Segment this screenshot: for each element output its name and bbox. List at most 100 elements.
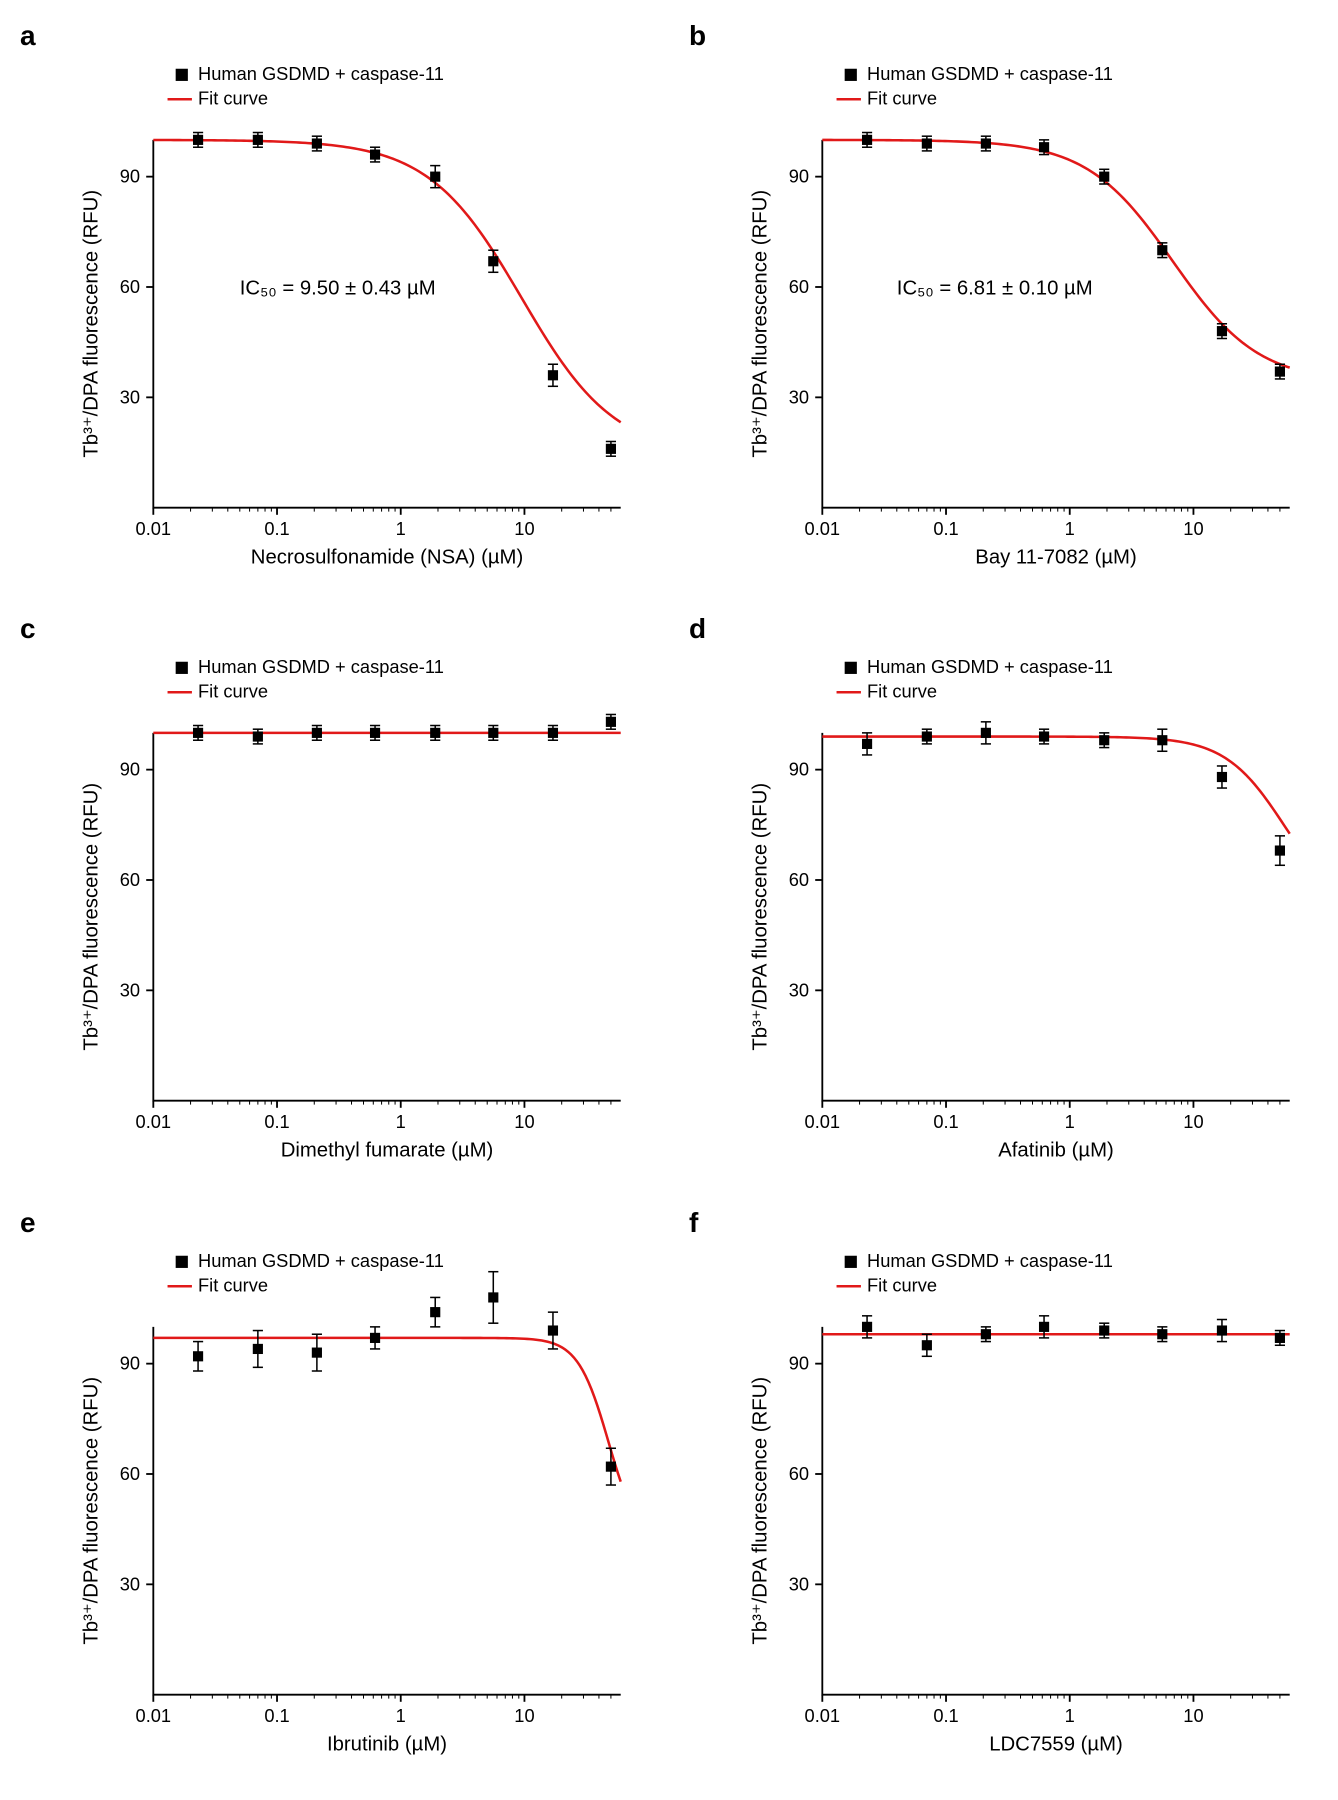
xtick-label: 10 <box>514 1111 534 1132</box>
xtick-label: 1 <box>396 1705 406 1726</box>
data-marker <box>922 1340 932 1350</box>
data-marker <box>548 728 558 738</box>
legend-fit-label: Fit curve <box>867 681 937 702</box>
data-marker <box>253 1344 263 1354</box>
plot-area: 3060900.010.1110Tb³⁺/DPA fluorescence (R… <box>739 1237 1308 1770</box>
panel-label: a <box>20 20 36 52</box>
xtick-label: 0.1 <box>264 1111 289 1132</box>
data-marker <box>193 1351 203 1361</box>
legend-data-label: Human GSDMD + caspase-11 <box>198 1250 444 1271</box>
data-marker <box>862 739 872 749</box>
ytick-label: 60 <box>120 1463 140 1484</box>
ytick-label: 60 <box>120 276 140 297</box>
xtick-label: 0.1 <box>264 518 289 539</box>
plot-area: 3060900.010.1110Tb³⁺/DPA fluorescence (R… <box>70 643 639 1176</box>
data-marker <box>981 1329 991 1339</box>
xtick-label: 1 <box>1065 1111 1075 1132</box>
xtick-label: 1 <box>396 1111 406 1132</box>
ytick-label: 90 <box>120 166 140 187</box>
y-axis-label: Tb³⁺/DPA fluorescence (RFU) <box>80 1377 102 1645</box>
xtick-label: 0.01 <box>805 1705 841 1726</box>
data-marker <box>981 728 991 738</box>
ytick-label: 30 <box>789 1573 809 1594</box>
data-marker <box>862 135 872 145</box>
figure-grid: a 30 60 90 0.01 0.1 1 10 Tb³⁺/DPA fluorescence (… <box>20 20 1318 1780</box>
data-marker <box>922 732 932 742</box>
panel-label: b <box>689 20 706 52</box>
data-marker <box>1217 1325 1227 1335</box>
panel-label: d <box>689 613 706 645</box>
data-marker <box>1217 326 1227 336</box>
x-axis-label: Afatinib (µM) <box>998 1140 1114 1162</box>
ytick-label: 30 <box>789 386 809 407</box>
legend-data-label: Human GSDMD + caspase-11 <box>198 63 444 84</box>
legend-fit-label: Fit curve <box>198 87 268 108</box>
legend-data-label: Human GSDMD + caspase-11 <box>867 63 1113 84</box>
data-marker <box>1275 367 1285 377</box>
y-axis-label: Tb³⁺/DPA fluorescence (RFU) <box>749 190 771 458</box>
ytick-label: 60 <box>789 869 809 890</box>
ic50-annotation: IC₅₀ = 6.81 ± 0.10 µM <box>897 277 1093 299</box>
y-axis-label: Tb³⁺/DPA fluorescence (RFU) <box>80 783 102 1051</box>
xtick-label: 10 <box>1183 1111 1203 1132</box>
plot-area: 3060900.010.1110Tb³⁺/DPA fluorescence (R… <box>739 643 1308 1176</box>
data-marker <box>430 728 440 738</box>
data-marker <box>1275 1332 1285 1342</box>
ytick-label: 90 <box>789 166 809 187</box>
panel-label: f <box>689 1207 698 1239</box>
data-marker <box>370 728 380 738</box>
x-axis-label: Bay 11-7082 (µM) <box>975 547 1136 569</box>
legend-fit-label: Fit curve <box>198 1274 268 1295</box>
data-marker <box>1099 735 1109 745</box>
data-marker <box>193 728 203 738</box>
x-axis-label: Dimethyl fumarate (µM) <box>281 1140 494 1162</box>
xtick-label: 0.1 <box>933 518 958 539</box>
legend-data-label: Human GSDMD + caspase-11 <box>867 1250 1113 1271</box>
ytick-label: 60 <box>789 276 809 297</box>
data-marker <box>548 1325 558 1335</box>
data-marker <box>370 150 380 160</box>
legend-fit-label: Fit curve <box>198 681 268 702</box>
data-marker <box>430 172 440 182</box>
ytick-label: 60 <box>120 869 140 890</box>
xtick-label: 0.01 <box>136 1705 172 1726</box>
data-marker <box>1157 245 1167 255</box>
legend-data-label: Human GSDMD + caspase-11 <box>867 656 1113 677</box>
data-marker <box>1099 172 1109 182</box>
data-marker <box>606 717 616 727</box>
xtick-label: 10 <box>514 1705 534 1726</box>
data-marker <box>1275 846 1285 856</box>
panel-e: e3060900.010.1110Tb³⁺/DPA fluorescence (… <box>20 1207 649 1780</box>
xtick-label: 0.01 <box>136 518 172 539</box>
ytick-label: 90 <box>120 759 140 780</box>
ytick-label: 30 <box>789 980 809 1001</box>
xtick-label: 0.1 <box>933 1111 958 1132</box>
ytick-label: 90 <box>120 1352 140 1373</box>
plot-area: 3060900.010.1110Tb³⁺/DPA fluorescence (R… <box>70 1237 639 1770</box>
legend-fit-label: Fit curve <box>867 1274 937 1295</box>
data-marker <box>922 138 932 148</box>
ic50-annotation: IC₅₀ = 9.50 ± 0.43 µM <box>240 277 436 299</box>
data-marker <box>312 1347 322 1357</box>
y-axis-label: Tb³⁺/DPA fluorescence (RFU) <box>749 783 771 1051</box>
data-marker <box>1157 735 1167 745</box>
ytick-label: 30 <box>120 386 140 407</box>
data-marker <box>548 370 558 380</box>
ytick-label: 60 <box>789 1463 809 1484</box>
xtick-label: 1 <box>396 518 406 539</box>
data-marker <box>1039 732 1049 742</box>
panel-label: c <box>20 613 36 645</box>
y-axis-label: Tb³⁺/DPA fluorescence (RFU) <box>80 190 102 458</box>
xtick-label: 0.1 <box>264 1705 289 1726</box>
ytick-label: 90 <box>789 1352 809 1373</box>
panel-d: d3060900.010.1110Tb³⁺/DPA fluorescence (… <box>689 613 1318 1186</box>
data-marker <box>253 732 263 742</box>
ytick-label: 90 <box>789 759 809 780</box>
y-axis-label: Tb³⁺/DPA fluorescence (RFU) <box>749 1377 771 1645</box>
data-marker <box>1039 142 1049 152</box>
data-marker <box>1039 1321 1049 1331</box>
panel-a: a3060900.010.1110Tb³⁺/DPA fluorescence (… <box>20 20 649 593</box>
data-marker <box>312 728 322 738</box>
data-marker <box>488 728 498 738</box>
data-marker <box>1099 1325 1109 1335</box>
